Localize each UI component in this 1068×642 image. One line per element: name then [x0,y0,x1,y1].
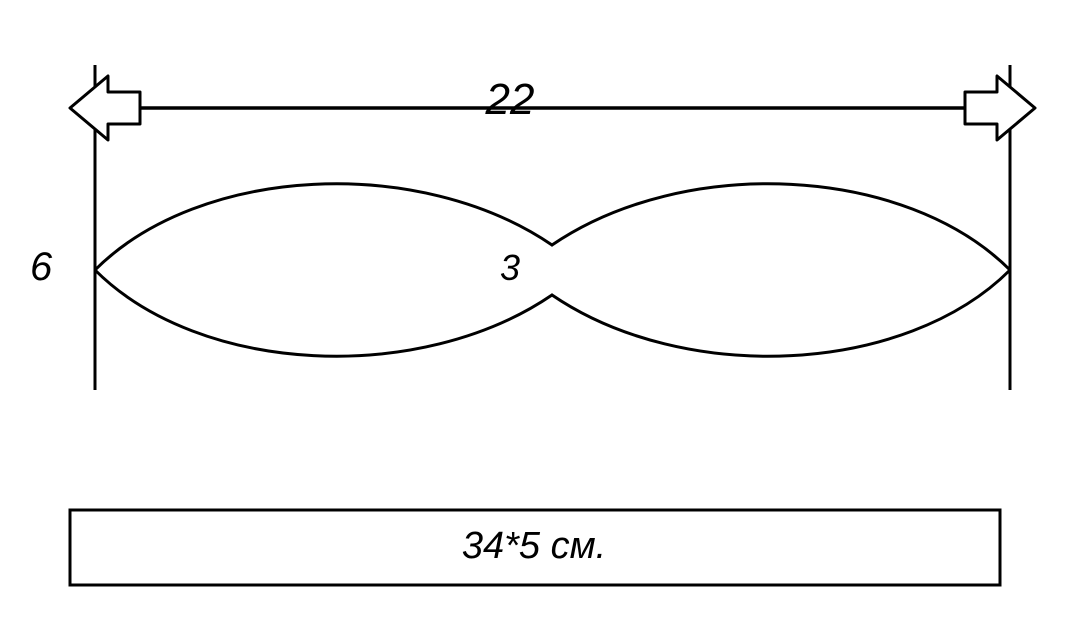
height-dimension-label: 6 [30,245,52,290]
pattern-diagram: 22 6 3 34*5 см. [0,0,1068,642]
strip-dimension-label: 34*5 см. [462,525,606,568]
right-arrow-icon [965,76,1035,140]
middle-dimension-label: 3 [500,247,520,289]
bow-bottom-curve [95,270,1010,356]
width-dimension-label: 22 [486,75,535,125]
left-arrow-icon [70,76,140,140]
bow-top-curve [95,184,1010,270]
